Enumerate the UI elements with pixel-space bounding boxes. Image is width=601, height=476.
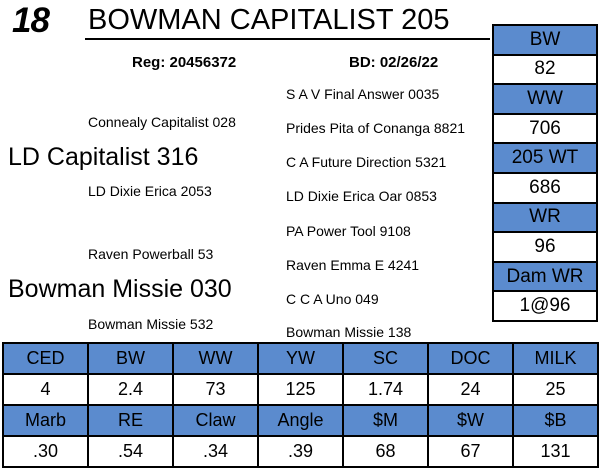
perf-value-damwr: 1@96	[492, 290, 598, 322]
epd-value-milk: 25	[512, 373, 599, 406]
pedigree-dam-name: Bowman Missie 030	[8, 275, 232, 303]
pedigree-dam-dam-sire: C C A Uno 049	[286, 291, 379, 307]
pedigree-sire-sire-dam: Prides Pita of Conanga 8821	[286, 120, 466, 136]
epd-value-ced: 4	[2, 373, 89, 406]
epd-value-dollar-b: 131	[512, 435, 599, 468]
epd-header-re: RE	[87, 404, 174, 437]
epd-header-yw: YW	[257, 342, 344, 375]
pedigree-sire-dam: LD Dixie Erica 2053	[88, 183, 212, 199]
title-underline	[85, 38, 490, 40]
epd-header-milk: MILK	[512, 342, 599, 375]
epd-value-row-1: 4 2.4 73 125 1.74 24 25	[2, 373, 599, 406]
birth-date: BD: 02/26/22	[349, 54, 439, 71]
epd-table: CED BW WW YW SC DOC MILK 4 2.4 73 125 1.…	[2, 342, 599, 468]
epd-header-bw: BW	[87, 342, 174, 375]
epd-header-sc: SC	[342, 342, 429, 375]
perf-header-damwr: Dam WR	[492, 260, 598, 293]
epd-header-ww: WW	[172, 342, 259, 375]
perf-value-205wt: 686	[492, 171, 598, 204]
pedigree-sire-sire-sire: S A V Final Answer 0035	[286, 86, 440, 102]
pedigree-dam-dam-dam: Bowman Missie 138	[286, 324, 412, 340]
epd-value-marb: .30	[2, 435, 89, 468]
epd-header-dollar-w: $W	[427, 404, 514, 437]
perf-header-wr: WR	[492, 201, 598, 234]
perf-value-wr: 96	[492, 231, 598, 263]
pedigree-dam-sire: Raven Powerball 53	[88, 246, 214, 262]
epd-value-claw: .34	[172, 435, 259, 468]
epd-header-angle: Angle	[257, 404, 344, 437]
lot-number: 18	[12, 1, 50, 40]
pedigree-dam-sire-dam: Raven Emma E 4241	[286, 257, 420, 273]
epd-value-sc: 1.74	[342, 373, 429, 406]
epd-header-row-2: Marb RE Claw Angle $M $W $B	[2, 404, 599, 437]
epd-header-marb: Marb	[2, 404, 89, 437]
pedigree-sire-name: LD Capitalist 316	[8, 143, 199, 171]
perf-header-ww: WW	[492, 83, 598, 115]
perf-header-205wt: 205 WT	[492, 142, 598, 174]
epd-value-row-2: .30 .54 .34 .39 68 67 131	[2, 435, 599, 468]
pedigree-dam-sire-sire: PA Power Tool 9108	[286, 223, 411, 239]
epd-value-bw: 2.4	[87, 373, 174, 406]
epd-value-re: .54	[87, 435, 174, 468]
epd-header-doc: DOC	[427, 342, 514, 375]
epd-header-row-1: CED BW WW YW SC DOC MILK	[2, 342, 599, 375]
pedigree-sire-sire: Connealy Capitalist 028	[88, 114, 236, 130]
epd-value-angle: .39	[257, 435, 344, 468]
pedigree-sire-dam-dam: LD Dixie Erica Oar 0853	[286, 188, 437, 204]
perf-value-ww: 706	[492, 112, 598, 145]
epd-value-yw: 125	[257, 373, 344, 406]
epd-value-dollar-w: 67	[427, 435, 514, 468]
epd-value-ww: 73	[172, 373, 259, 406]
perf-header-bw: BW	[492, 24, 598, 56]
performance-table: BW 82 WW 706 205 WT 686 WR 96 Dam WR 1@9…	[492, 24, 598, 322]
pedigree-dam-dam: Bowman Missie 532	[88, 316, 214, 332]
page-title: BOWMAN CAPITALIST 205	[88, 4, 450, 36]
pedigree-sire-dam-sire: C A Future Direction 5321	[286, 154, 447, 170]
epd-value-dollar-m: 68	[342, 435, 429, 468]
epd-value-doc: 24	[427, 373, 514, 406]
registration-number: Reg: 20456372	[132, 54, 237, 71]
perf-value-bw: 82	[492, 53, 598, 86]
epd-header-dollar-b: $B	[512, 404, 599, 437]
epd-header-claw: Claw	[172, 404, 259, 437]
epd-header-dollar-m: $M	[342, 404, 429, 437]
epd-header-ced: CED	[2, 342, 89, 375]
